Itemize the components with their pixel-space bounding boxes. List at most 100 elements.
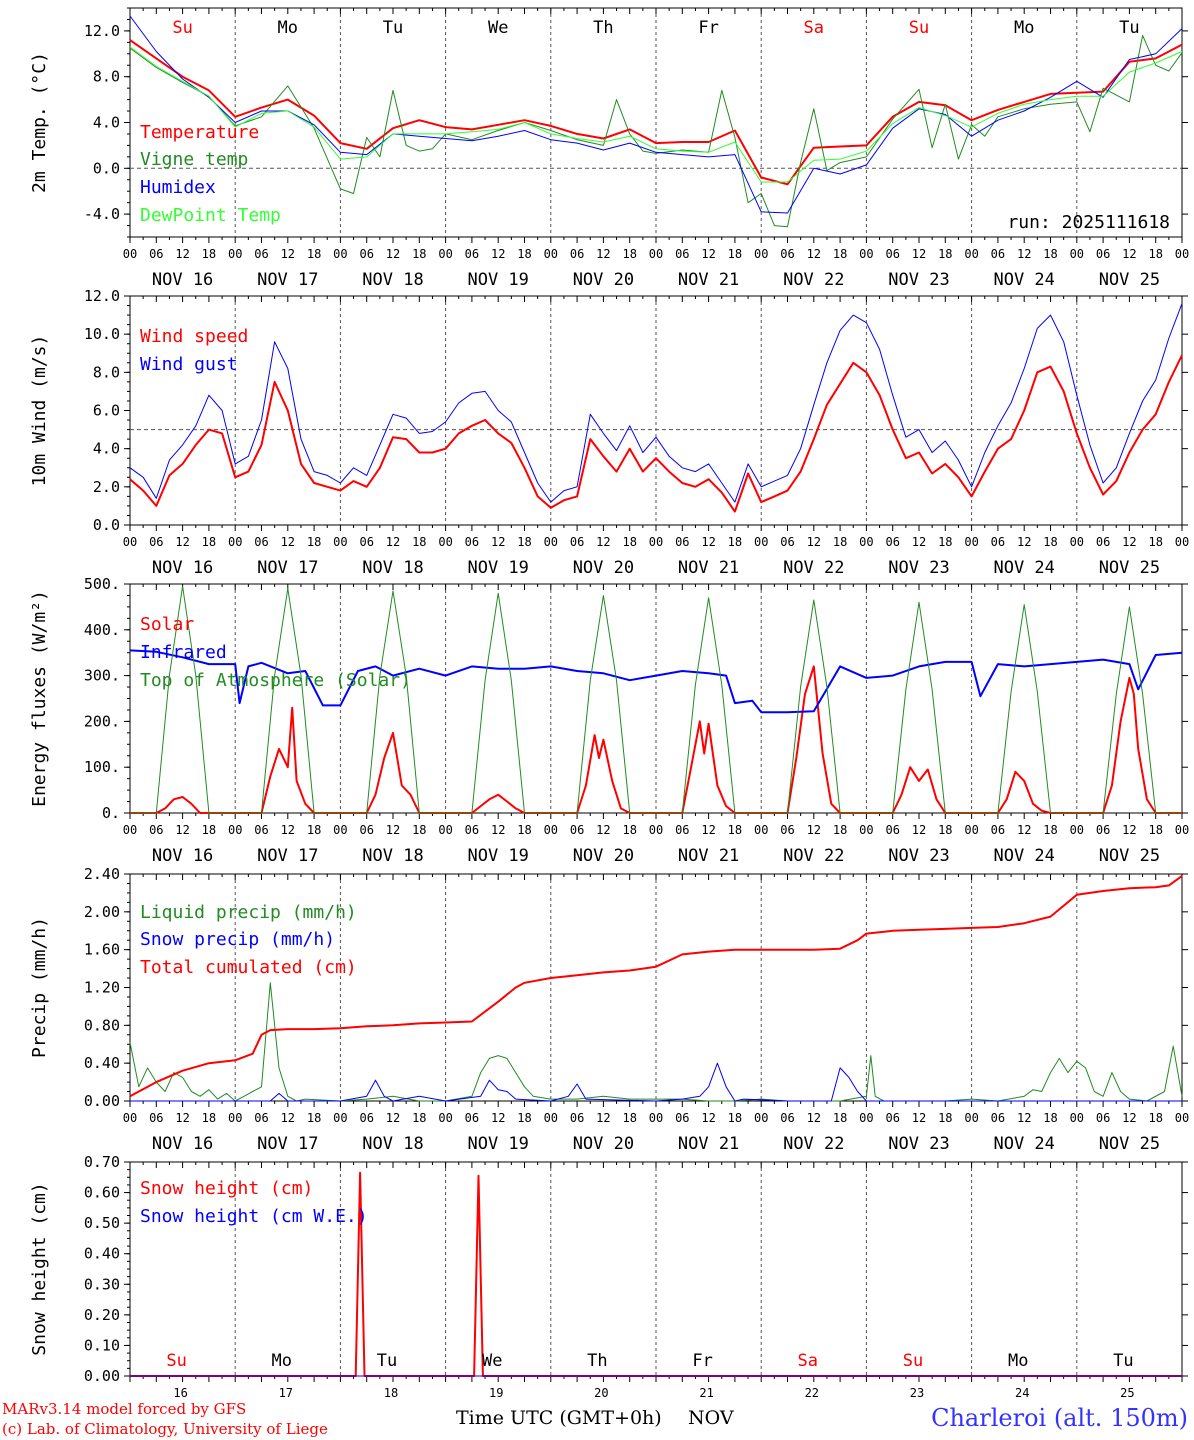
hour-label: 00 xyxy=(228,1111,242,1125)
y-tick-label: 300. xyxy=(84,667,120,685)
y-tick-label: -4.0 xyxy=(84,205,120,223)
hour-label: 06 xyxy=(254,247,268,261)
date-label: NOV 18 xyxy=(362,846,423,866)
y-tick-label: 2.00 xyxy=(84,903,120,921)
date-label: NOV 25 xyxy=(1099,270,1160,290)
date-label: NOV 25 xyxy=(1099,558,1160,578)
hour-label: 06 xyxy=(465,247,479,261)
hour-label: 18 xyxy=(833,535,847,549)
y-tick-label: 0.00 xyxy=(84,1092,120,1110)
hour-label: 00 xyxy=(649,535,663,549)
weekday-label: Su xyxy=(903,1351,923,1371)
hour-label: 18 xyxy=(728,1111,742,1125)
hour-label: 06 xyxy=(991,823,1005,837)
hour-label: 06 xyxy=(570,1111,584,1125)
weekday-label: Sa xyxy=(804,18,824,38)
hour-label: 06 xyxy=(991,535,1005,549)
y-tick-label: 1.60 xyxy=(84,941,120,959)
hour-label: 12 xyxy=(1017,823,1031,837)
series-humidex xyxy=(129,15,1183,214)
hour-label: 12 xyxy=(1017,535,1031,549)
date-label: NOV 20 xyxy=(573,270,634,290)
weekday-label: Su xyxy=(166,1351,186,1371)
hour-label: 06 xyxy=(780,823,794,837)
hour-label: 12 xyxy=(596,535,610,549)
hour-label: 06 xyxy=(991,1111,1005,1125)
hour-label: 18 xyxy=(622,535,636,549)
day-number-label: 22 xyxy=(805,1386,819,1400)
hour-label: 06 xyxy=(254,823,268,837)
hour-label: 18 xyxy=(307,1111,321,1125)
hour-label: 06 xyxy=(149,823,163,837)
hour-label: 06 xyxy=(991,247,1005,261)
hour-label: 00 xyxy=(1070,535,1084,549)
date-label: NOV 17 xyxy=(257,1134,318,1154)
hour-label: 06 xyxy=(570,247,584,261)
date-label: NOV 22 xyxy=(783,558,844,578)
hour-label: 18 xyxy=(833,247,847,261)
legend-entry: DewPoint Temp xyxy=(140,205,281,226)
hour-label: 06 xyxy=(149,535,163,549)
weekday-label: Tu xyxy=(383,18,403,38)
hour-label: 12 xyxy=(1017,247,1031,261)
legend-entry: Top of Atmosphere (Solar) xyxy=(140,670,411,691)
hour-label: 18 xyxy=(728,535,742,549)
day-number-label: 20 xyxy=(594,1386,608,1400)
hour-label: 00 xyxy=(123,1111,137,1125)
day-number-label: 18 xyxy=(384,1386,398,1400)
hour-label: 12 xyxy=(807,823,821,837)
legend-entry: Wind gust xyxy=(140,354,238,375)
hour-label: 18 xyxy=(728,247,742,261)
hour-label: 06 xyxy=(675,1111,689,1125)
hour-label: 18 xyxy=(938,247,952,261)
hour-label: 00 xyxy=(754,823,768,837)
date-label: NOV 17 xyxy=(257,558,318,578)
hour-label: 00 xyxy=(859,1111,873,1125)
hour-label: 18 xyxy=(202,247,216,261)
hour-label: 12 xyxy=(807,247,821,261)
y-axis-label: Precip (mm/h) xyxy=(29,917,50,1058)
hour-label: 18 xyxy=(517,823,531,837)
date-label: NOV 25 xyxy=(1099,846,1160,866)
series-snow-precip-mm-h- xyxy=(130,1062,1182,1102)
date-label: NOV 23 xyxy=(888,846,949,866)
hour-label: 12 xyxy=(1122,535,1136,549)
hour-label: 18 xyxy=(202,823,216,837)
hour-label: 12 xyxy=(807,1111,821,1125)
hour-label: 12 xyxy=(281,1111,295,1125)
hour-label: 18 xyxy=(202,1111,216,1125)
hour-label: 18 xyxy=(412,247,426,261)
x-axis-month: NOV xyxy=(688,1407,734,1429)
legend-entry: Liquid precip (mm/h) xyxy=(140,902,357,923)
hour-label: 00 xyxy=(123,247,137,261)
hour-label: 18 xyxy=(307,247,321,261)
hour-label: 00 xyxy=(754,535,768,549)
y-tick-label: 0.0 xyxy=(93,516,120,534)
hour-label: 06 xyxy=(465,535,479,549)
hour-label: 12 xyxy=(175,247,189,261)
date-label: NOV 16 xyxy=(152,1134,213,1154)
hour-label: 18 xyxy=(1043,535,1057,549)
weekday-label: Th xyxy=(587,1351,607,1371)
hour-label: 12 xyxy=(701,1111,715,1125)
hour-label: 06 xyxy=(359,535,373,549)
hour-label: 06 xyxy=(1096,823,1110,837)
hour-label: 00 xyxy=(123,535,137,549)
legend-entry: Humidex xyxy=(140,177,216,198)
hour-label: 12 xyxy=(175,823,189,837)
hour-label: 18 xyxy=(1148,1111,1162,1125)
y-tick-label: 500. xyxy=(84,575,120,593)
series-dewpoint-temp xyxy=(129,46,1183,183)
series-infrared xyxy=(129,649,1183,714)
date-label: NOV 20 xyxy=(573,846,634,866)
day-number-label: 16 xyxy=(173,1386,187,1400)
day-number-label: 23 xyxy=(910,1386,924,1400)
hour-label: 18 xyxy=(307,823,321,837)
hour-label: 00 xyxy=(1070,247,1084,261)
station-name: Charleroi (alt. 150m) xyxy=(931,1404,1188,1432)
run-annotation: run: 2025111618 xyxy=(1007,212,1170,233)
y-tick-label: 0.30 xyxy=(84,1275,120,1293)
date-label: NOV 23 xyxy=(888,270,949,290)
panel-wind: 0.0 2.0 4.0 6.0 8.0 10.0 12.0 10m Wind (m/s) Win… xyxy=(29,287,1189,578)
hour-label: 12 xyxy=(596,247,610,261)
